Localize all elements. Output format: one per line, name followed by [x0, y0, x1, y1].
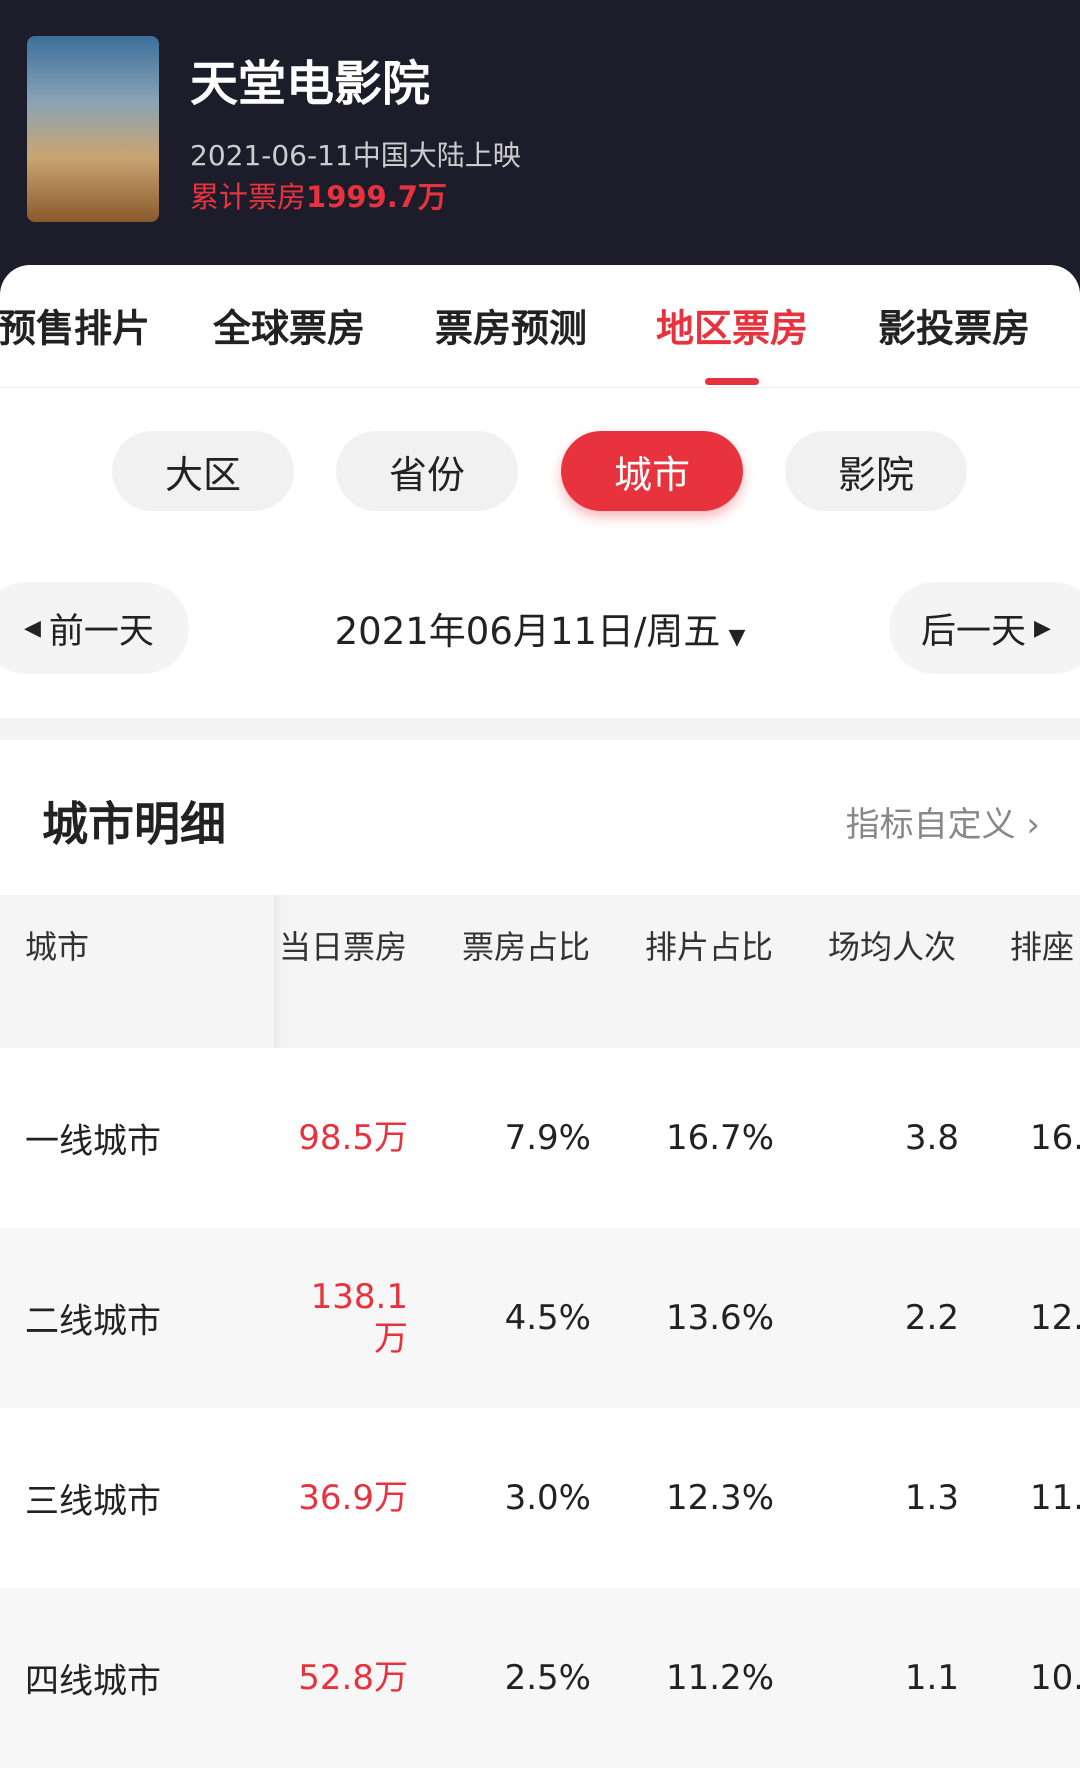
- table-cell: 16.: [1030, 1118, 1080, 1158]
- date-label[interactable]: 2021年06月11日/周五: [334, 610, 721, 653]
- column-header: 城市: [25, 928, 90, 966]
- table-row: [0, 1408, 1080, 1588]
- total-box-office: 累计票房1999.7万: [190, 174, 447, 216]
- total-label: 累计票房: [190, 180, 307, 214]
- movie-title: 天堂电影院: [190, 56, 431, 112]
- tab[interactable]: 地区票房: [655, 306, 809, 351]
- table-cell: 12.3%: [665, 1478, 774, 1518]
- table-cell: 10.: [1030, 1658, 1080, 1698]
- section-title: 城市明细: [42, 797, 226, 851]
- column-header: 票房占比: [462, 928, 591, 966]
- column-header: 排片占比: [645, 928, 774, 966]
- poster: [27, 36, 159, 222]
- prev-day[interactable]: ◀ 前一天: [0, 582, 189, 674]
- table-header: [0, 895, 1080, 1048]
- table-cell: 4.5%: [504, 1298, 591, 1338]
- segment[interactable]: 城市: [561, 431, 743, 511]
- segment[interactable]: 大区: [112, 431, 294, 511]
- tab[interactable]: 影投票房: [877, 306, 1031, 351]
- table-cell: 52.8万: [298, 1658, 408, 1698]
- column-header: 场均人次: [828, 928, 957, 966]
- segment[interactable]: 影院: [785, 431, 967, 511]
- table-cell: 98.5万: [298, 1118, 408, 1158]
- segment[interactable]: 省份: [336, 431, 518, 511]
- table-cell: 二线城市: [25, 1301, 161, 1342]
- table-cell: 2.5%: [504, 1658, 591, 1698]
- table-cell: 16.7%: [665, 1118, 774, 1158]
- table-row: [0, 1588, 1080, 1768]
- total-value: 1999.7万: [306, 180, 447, 214]
- table-cell: 11.2%: [665, 1658, 774, 1698]
- table-row: [0, 1228, 1080, 1408]
- table-cell: 一线城市: [25, 1121, 161, 1162]
- release-date: 2021-06-11中国大陆上映: [190, 139, 521, 172]
- table-row: [0, 1048, 1080, 1228]
- tab[interactable]: 预售排片: [0, 306, 151, 351]
- separator: [0, 718, 1080, 740]
- next-day-label[interactable]: 后一天: [921, 611, 1027, 652]
- table-cell: 四线城市: [25, 1661, 161, 1702]
- table-cell: 138.1万: [310, 1277, 408, 1359]
- table-cell: 三线城市: [25, 1481, 161, 1522]
- prev-day-label[interactable]: 前一天: [48, 611, 154, 652]
- column-header: 当日票房: [279, 928, 408, 966]
- tab[interactable]: 全球票房: [212, 306, 366, 351]
- table-cell: 2.2: [904, 1298, 959, 1338]
- table-cell: 7.9%: [504, 1118, 591, 1158]
- table-cell: 1.1: [904, 1658, 959, 1698]
- column-header: 排座: [1010, 928, 1075, 966]
- table-cell: 1.3: [904, 1478, 959, 1518]
- table-cell: 12.: [1030, 1298, 1080, 1338]
- table-cell: 36.9万: [298, 1478, 408, 1518]
- divider: [0, 387, 1080, 388]
- tab[interactable]: 票房预测: [434, 306, 588, 351]
- header: 天堂电影院 2021-06-11中国大陆上映 累计票房1999.7万: [0, 0, 1080, 300]
- tab-indicator: [705, 378, 759, 385]
- next-day[interactable]: 后一天 ▶: [889, 582, 1080, 674]
- customize-link[interactable]: 指标自定义 ›: [845, 805, 1040, 845]
- table-cell: 3.0%: [504, 1478, 591, 1518]
- customize-label[interactable]: 指标自定义: [845, 805, 1016, 845]
- table-cell: 11.: [1030, 1478, 1080, 1518]
- table-cell: 13.6%: [665, 1298, 774, 1338]
- date-picker[interactable]: 2021年06月11日/周五 ▼: [334, 610, 746, 653]
- table-cell: 3.8: [904, 1118, 959, 1158]
